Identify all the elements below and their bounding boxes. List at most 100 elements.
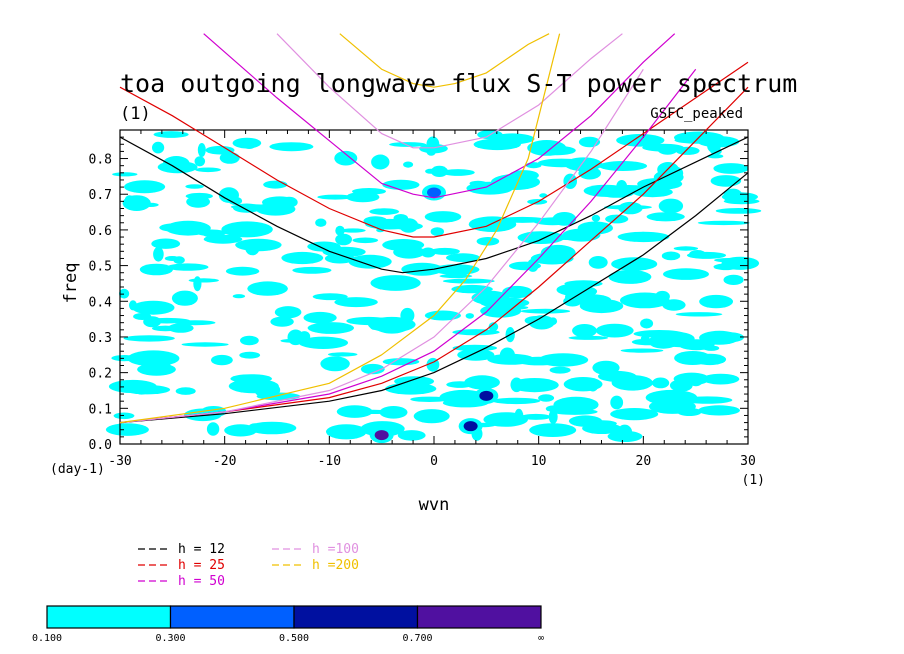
y-tick-label: 0.6 bbox=[89, 224, 112, 239]
legend-label: h = 12 bbox=[178, 542, 225, 557]
contour-patch bbox=[334, 150, 358, 166]
x-tick-label: 30 bbox=[740, 454, 756, 469]
contour-patch bbox=[122, 195, 151, 212]
contour-patch bbox=[674, 351, 712, 365]
x-tick-label: 20 bbox=[636, 454, 652, 469]
contour-patch bbox=[401, 262, 444, 276]
contour-patch bbox=[605, 214, 629, 224]
y-tick-label: 0.5 bbox=[89, 260, 112, 275]
contour-patch bbox=[483, 412, 528, 427]
contour-patch bbox=[133, 313, 152, 320]
contour-patch bbox=[413, 409, 450, 424]
contour-patch bbox=[631, 338, 665, 346]
y-tick-label: 0.8 bbox=[89, 153, 112, 168]
inertia-gravity-curve bbox=[339, 33, 550, 88]
contour-patch bbox=[675, 312, 723, 317]
contour-patch bbox=[119, 288, 130, 299]
contour-patch bbox=[552, 212, 577, 226]
contour-patch bbox=[292, 266, 332, 274]
contour-patch bbox=[139, 263, 173, 276]
contour-patch bbox=[185, 184, 204, 189]
x-tick-label: -10 bbox=[318, 454, 341, 469]
chart-subtitle-left: (1) bbox=[120, 104, 151, 124]
contour-patch bbox=[307, 322, 354, 334]
contour-patch bbox=[723, 274, 744, 285]
contour-patch bbox=[442, 278, 495, 284]
contour-patch bbox=[124, 180, 166, 194]
contour-patch bbox=[197, 143, 206, 157]
contour-patch bbox=[371, 154, 390, 170]
contour-patch bbox=[476, 237, 500, 246]
colorbar-segment bbox=[46, 605, 172, 629]
contour-patch bbox=[312, 293, 348, 301]
y-axis-unit: (day-1) bbox=[50, 462, 105, 477]
contour-patch bbox=[218, 187, 239, 203]
legend-label: h =200 bbox=[312, 558, 359, 573]
contour-patch bbox=[105, 423, 149, 436]
x-axis-unit: (1) bbox=[742, 473, 765, 488]
contour-patch bbox=[665, 300, 681, 310]
contour-patch bbox=[653, 170, 684, 185]
contour-patch bbox=[588, 256, 608, 269]
contour-patch bbox=[669, 379, 693, 392]
contour-patch bbox=[123, 335, 175, 342]
contour-patch bbox=[465, 313, 474, 319]
colorbar: 0.100 0.300 0.500 0.700 ∞ bbox=[32, 605, 544, 644]
contour-patch bbox=[502, 285, 533, 299]
contour-patch bbox=[610, 408, 659, 421]
contour-patch bbox=[153, 246, 164, 262]
dispersion-curves-layer bbox=[119, 33, 749, 424]
contour-patch bbox=[153, 131, 189, 138]
peak-core bbox=[463, 421, 478, 432]
contour-patch bbox=[206, 422, 220, 436]
contour-patch bbox=[611, 257, 658, 271]
inertia-gravity-curve bbox=[119, 61, 749, 238]
contour-patch bbox=[707, 154, 724, 159]
contour-patch bbox=[127, 350, 180, 367]
contour-patch bbox=[370, 275, 421, 291]
contour-patch bbox=[652, 377, 670, 389]
contour-patch bbox=[424, 211, 462, 223]
contour-patch bbox=[346, 316, 392, 326]
peak-core bbox=[479, 390, 494, 401]
contour-patch bbox=[225, 266, 260, 276]
contour-patch bbox=[232, 294, 246, 299]
contour-patch bbox=[340, 228, 366, 233]
contour-patch bbox=[385, 382, 437, 395]
colorbar-label: 0.500 bbox=[279, 633, 309, 644]
contour-patch bbox=[186, 195, 211, 208]
contour-patch bbox=[424, 310, 461, 321]
contour-patch bbox=[317, 194, 354, 200]
contour-patch bbox=[221, 221, 273, 238]
contour-patch bbox=[211, 354, 233, 366]
kelvin-curve bbox=[119, 68, 697, 424]
contour-patch bbox=[132, 300, 175, 315]
contour-patch bbox=[369, 208, 400, 215]
contour-patch bbox=[710, 175, 742, 187]
plot-axes: -30 -20 -10 0 10 20 30 0.0 0.1 0.2 0.3 0.4 0.5 0.6 0.7… bbox=[89, 129, 756, 469]
x-tick-label: -20 bbox=[213, 454, 236, 469]
contour-patch bbox=[195, 167, 221, 173]
inertia-gravity-curve bbox=[203, 33, 676, 199]
contour-patch bbox=[617, 231, 670, 243]
contour-patch bbox=[452, 329, 500, 336]
contour-patch bbox=[661, 340, 709, 348]
colorbar-label: 0.700 bbox=[402, 633, 432, 644]
contour-patch bbox=[568, 415, 603, 427]
contour-patch bbox=[527, 140, 567, 156]
contour-patch bbox=[335, 225, 345, 236]
contour-patch bbox=[151, 325, 180, 332]
contour-patch bbox=[307, 241, 341, 252]
contour-patch bbox=[393, 214, 409, 223]
contour-patch bbox=[230, 374, 272, 384]
contour-patch bbox=[537, 158, 586, 168]
inertia-gravity-curve bbox=[276, 33, 623, 149]
contour-patch bbox=[194, 156, 206, 167]
colorbar-label: ∞ bbox=[538, 633, 544, 644]
inertia-gravity-curve bbox=[119, 136, 749, 274]
contour-patch bbox=[274, 306, 302, 319]
contour-patch bbox=[598, 370, 637, 382]
contour-patch bbox=[382, 179, 420, 190]
contour-patch bbox=[346, 191, 380, 203]
contour-patch bbox=[714, 258, 744, 263]
